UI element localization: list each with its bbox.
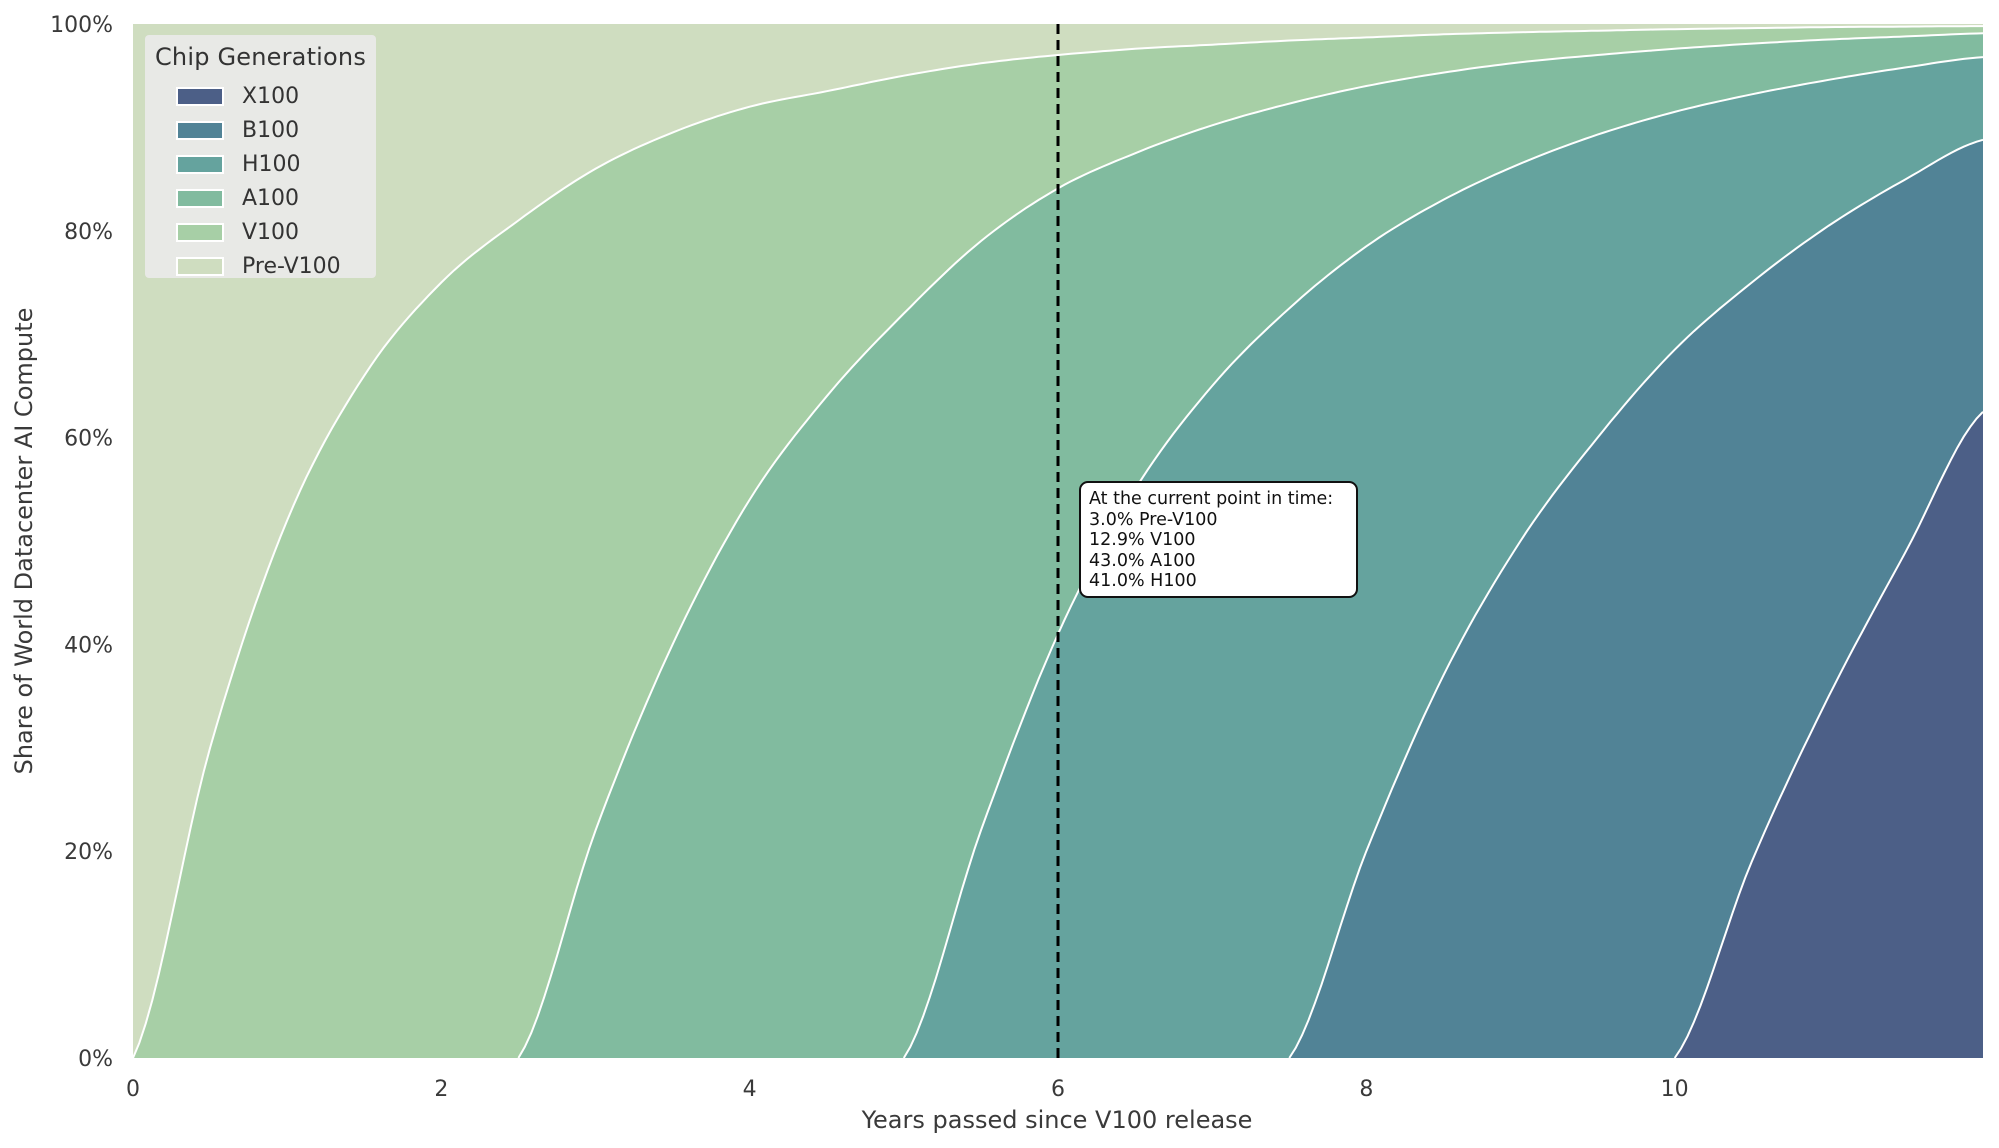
- y-tick-label: 100%: [50, 13, 113, 38]
- y-tick-label: 60%: [64, 427, 113, 452]
- area-band-x100: [133, 411, 1983, 1058]
- y-axis-label: Share of World Datacenter AI Compute: [10, 308, 38, 775]
- legend-swatch-h100: [176, 154, 224, 174]
- boundary-line-v100: [132, 25, 1983, 1059]
- annotation-line-h100: 41.0% H100: [1089, 571, 1197, 591]
- annotation-line-a100: 43.0% A100: [1089, 550, 1196, 571]
- legend-label: X100: [242, 83, 300, 109]
- y-tick-label: 80%: [64, 220, 113, 245]
- boundary-line-b100: [1288, 138, 1984, 1059]
- y-tick-label: 20%: [64, 840, 113, 865]
- x-tick-label: 2: [434, 1077, 448, 1102]
- legend-swatch-pre-v100: [176, 256, 224, 276]
- legend-swatch-v100: [176, 222, 224, 242]
- boundary-line-a100: [517, 32, 1984, 1059]
- legend-item-v100: V100: [145, 215, 376, 249]
- legend-item-pre-v100: Pre-V100: [145, 249, 376, 283]
- chart-legend: Chip Generations X100 B100 H100 A100 V10…: [145, 35, 376, 279]
- y-tick-label: 40%: [64, 633, 113, 658]
- x-tick-label: 10: [1661, 1077, 1689, 1102]
- legend-swatch-a100: [176, 188, 224, 208]
- area-band-b100: [133, 139, 1983, 1059]
- area-band-v100: [133, 26, 1983, 1059]
- legend-label: B100: [242, 117, 300, 143]
- y-axis-ticks: 0% 20% 40% 60% 80% 100%: [50, 13, 113, 1072]
- legend-label: A100: [242, 185, 300, 211]
- legend-label: Pre-V100: [242, 253, 341, 279]
- y-tick-label: 0%: [78, 1047, 113, 1072]
- legend-label: H100: [242, 151, 301, 177]
- current-time-annotation-box: At the current point in time: 3.0% Pre-V…: [1079, 481, 1358, 598]
- x-tick-label: 6: [1051, 1077, 1065, 1102]
- annotation-heading: At the current point in time:: [1089, 489, 1334, 509]
- legend-swatch-b100: [176, 120, 224, 140]
- annotation-line-pre-v100: 3.0% Pre-V100: [1089, 509, 1218, 530]
- legend-label: V100: [242, 219, 300, 245]
- legend-item-x100: X100: [145, 79, 376, 113]
- annotation-line-v100: 12.9% V100: [1089, 530, 1196, 550]
- x-tick-label: 4: [743, 1077, 757, 1102]
- x-axis-label: Years passed since V100 release: [861, 1106, 1253, 1134]
- legend-item-b100: B100: [145, 113, 376, 147]
- x-tick-label: 8: [1359, 1077, 1373, 1102]
- boundary-line-x100: [1673, 411, 1984, 1059]
- x-axis-ticks: 0 2 4 6 8 10: [126, 1077, 1689, 1102]
- area-band-h100: [133, 57, 1983, 1059]
- x-tick-label: 0: [126, 1077, 140, 1102]
- legend-title: Chip Generations: [154, 43, 367, 71]
- legend-item-h100: H100: [145, 147, 376, 181]
- legend-swatch-x100: [176, 86, 224, 106]
- legend-item-a100: A100: [145, 181, 376, 215]
